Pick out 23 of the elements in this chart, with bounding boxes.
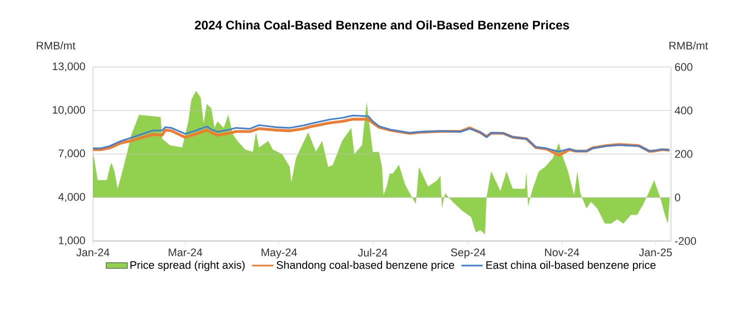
y-axis-title: RMB/mt (36, 41, 76, 50)
x-tick-label: May-24 (262, 248, 297, 258)
x-tick-label: Mar-24 (168, 248, 202, 256)
y-tick-label: 10,000 (52, 106, 86, 116)
x-tick-label: Jan-25 (639, 248, 672, 256)
y-tick-label: 4,000 (58, 192, 86, 202)
y2-tick-label: 600 (675, 63, 692, 71)
chart-title: 2024 China Coal-Based Benzene and Oil-Based Benzene Prices (194, 20, 570, 30)
y-tick-label: 13,000 (52, 62, 86, 72)
y2-tick-label: -200 (675, 237, 696, 245)
x-tick-label: Nov-24 (545, 248, 580, 256)
legend-label: Shandong coal-based benzene price (276, 260, 454, 272)
legend-label: East china oil-based benzene price (486, 260, 656, 272)
y2-tick-label: 400 (674, 106, 692, 114)
y2-axis-title: RMB/mt (669, 41, 708, 50)
x-tick-label: Jul-24 (358, 248, 388, 257)
x-tick-label: Sep-24 (450, 248, 486, 258)
y-tick-label: 7,000 (58, 149, 86, 159)
y2-tick-label: 0 (674, 194, 680, 202)
legend-label: Price spread (right axis) (130, 260, 245, 272)
y2-tick-label: 200 (675, 150, 692, 158)
x-tick-label: Jan-24 (76, 248, 110, 256)
y-tick-label: 1,000 (58, 236, 86, 246)
